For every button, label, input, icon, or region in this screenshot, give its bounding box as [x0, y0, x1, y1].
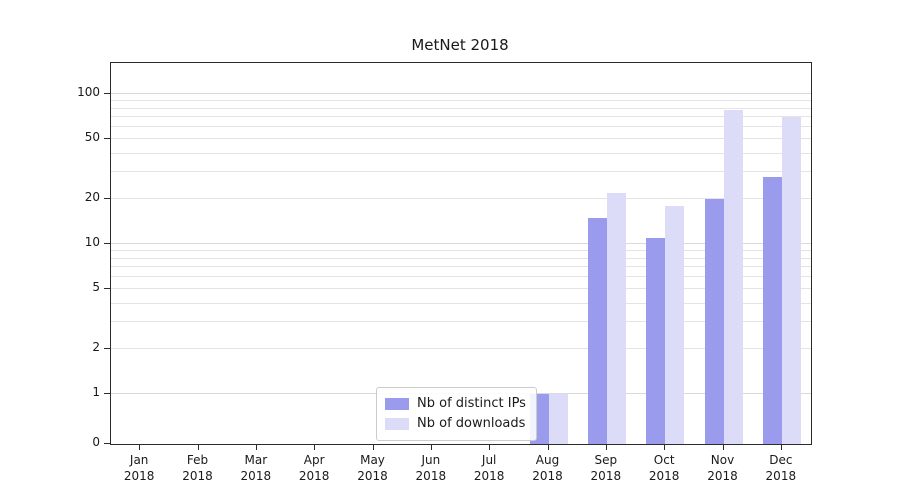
y-axis-tick-mark — [104, 243, 110, 244]
gridline — [111, 321, 811, 323]
y-axis-tick-label: 20 — [84, 189, 100, 204]
x-axis-tick-mark — [197, 444, 199, 450]
y-axis-tick-mark — [104, 393, 110, 394]
gridline — [111, 243, 811, 244]
legend-item-distinct-ips: Nb of distinct IPs — [385, 394, 526, 414]
gridline — [111, 93, 811, 94]
legend-swatch-downloads-icon — [385, 418, 409, 430]
legend-item-downloads: Nb of downloads — [385, 414, 526, 434]
bar-distinct-ips — [762, 176, 782, 444]
legend-swatch-distinct-ips-icon — [385, 398, 409, 410]
gridline — [111, 171, 811, 173]
x-axis-tick-label: Jan 2018 — [123, 453, 155, 483]
gridline — [111, 288, 811, 290]
gridline — [111, 302, 811, 304]
gridline — [111, 107, 811, 109]
x-axis-tick-label: Nov 2018 — [707, 453, 738, 483]
y-axis-tick-mark — [104, 93, 110, 94]
y-axis-tick-label: 10 — [84, 235, 100, 249]
gridline — [111, 249, 811, 251]
bar-downloads — [606, 192, 626, 444]
x-axis-tick-label: Mar 2018 — [240, 453, 272, 483]
x-axis-tick-mark — [605, 444, 607, 450]
x-axis-tick-label: Sep 2018 — [590, 453, 622, 483]
legend: Nb of distinct IPs Nb of downloads — [376, 387, 537, 441]
x-axis-tick-mark — [547, 444, 549, 450]
gridline — [111, 197, 811, 199]
chart-title: MetNet 2018 — [411, 36, 509, 54]
gridline — [111, 257, 811, 259]
y-axis-tick-mark — [104, 288, 110, 290]
gridline — [111, 347, 811, 349]
bar-downloads — [723, 110, 743, 444]
y-axis-tick-label: 1 — [92, 385, 100, 399]
x-axis-tick-label: Aug 2018 — [532, 453, 563, 483]
x-axis-tick-mark — [314, 444, 316, 450]
x-axis-tick-mark — [780, 444, 782, 450]
x-axis-tick-label: Feb 2018 — [182, 453, 213, 483]
y-axis-tick-mark — [104, 443, 110, 444]
gridline — [111, 126, 811, 128]
x-axis-tick-mark — [430, 444, 432, 450]
x-axis-tick-label: May 2018 — [357, 453, 388, 483]
y-axis-tick-label: 100 — [77, 85, 100, 99]
y-axis-tick-mark — [104, 197, 110, 199]
x-axis-tick-mark — [372, 444, 374, 450]
gridline — [111, 276, 811, 278]
bar-distinct-ips — [646, 237, 666, 444]
x-axis-tick-mark — [722, 444, 724, 450]
gridline — [111, 138, 811, 140]
plot-area — [110, 62, 812, 445]
gridline — [111, 152, 811, 154]
bar-downloads — [548, 394, 568, 444]
x-axis-tick-mark — [489, 444, 491, 450]
gridline — [111, 99, 811, 101]
x-axis-tick-mark — [664, 444, 666, 450]
x-axis-tick-label: Jul 2018 — [473, 453, 505, 483]
bar-downloads — [665, 205, 685, 444]
x-axis-tick-label: Jun 2018 — [415, 453, 447, 483]
x-axis-tick-mark — [255, 444, 257, 450]
bar-downloads — [781, 117, 801, 444]
gridline — [111, 116, 811, 118]
y-axis-tick-label: 0 — [92, 435, 100, 449]
y-axis-tick-mark — [104, 138, 110, 140]
bar-distinct-ips — [704, 198, 724, 444]
bar-distinct-ips — [587, 217, 607, 444]
y-axis-tick-label: 5 — [92, 280, 100, 295]
x-axis-tick-mark — [139, 444, 141, 450]
legend-label-distinct-ips: Nb of distinct IPs — [417, 396, 526, 411]
x-axis-tick-label: Apr 2018 — [298, 453, 330, 483]
legend-label-downloads: Nb of downloads — [417, 416, 526, 431]
gridline — [111, 266, 811, 268]
y-axis-tick-label: 50 — [84, 130, 100, 145]
y-axis-tick-label: 2 — [92, 339, 100, 354]
y-axis-tick-mark — [104, 347, 110, 349]
x-axis-tick-label: Dec 2018 — [765, 453, 797, 483]
x-axis-tick-label: Oct 2018 — [648, 453, 680, 483]
